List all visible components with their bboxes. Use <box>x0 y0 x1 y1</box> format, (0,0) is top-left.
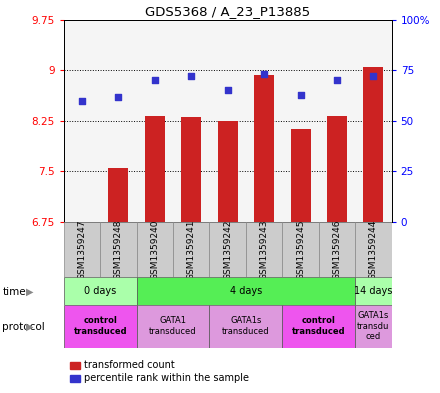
Bar <box>181 118 201 222</box>
Bar <box>363 67 383 222</box>
Text: GATA1s
transdu
ced: GATA1s transdu ced <box>357 311 389 341</box>
Bar <box>254 75 274 222</box>
Bar <box>137 277 355 305</box>
Text: 0 days: 0 days <box>84 286 116 296</box>
Point <box>188 73 195 79</box>
Bar <box>72 222 92 227</box>
Bar <box>64 305 137 348</box>
Bar <box>64 277 137 305</box>
Text: GSM1359248: GSM1359248 <box>114 219 123 280</box>
Bar <box>137 222 173 277</box>
Text: control
transduced: control transduced <box>292 316 345 336</box>
Text: GATA1
transduced: GATA1 transduced <box>149 316 197 336</box>
Text: GSM1359247: GSM1359247 <box>77 219 87 280</box>
Bar <box>173 222 209 277</box>
Point <box>224 87 231 94</box>
Text: GSM1359244: GSM1359244 <box>369 219 378 280</box>
Bar <box>290 129 311 222</box>
Bar <box>145 116 165 222</box>
Text: ▶: ▶ <box>26 286 33 297</box>
Bar <box>355 277 392 305</box>
Bar <box>246 222 282 277</box>
Bar <box>355 222 392 277</box>
Bar <box>100 222 137 277</box>
Text: GSM1359243: GSM1359243 <box>260 219 269 280</box>
Text: GSM1359240: GSM1359240 <box>150 219 159 280</box>
Text: ▶: ▶ <box>26 322 33 332</box>
Text: transformed count: transformed count <box>84 360 175 371</box>
Bar <box>218 121 238 222</box>
Text: 14 days: 14 days <box>354 286 392 296</box>
Bar <box>355 305 392 348</box>
Text: GSM1359246: GSM1359246 <box>333 219 341 280</box>
Text: GATA1s
transduced: GATA1s transduced <box>222 316 270 336</box>
Text: GSM1359241: GSM1359241 <box>187 219 196 280</box>
Text: control
transduced: control transduced <box>73 316 127 336</box>
Point <box>151 77 158 84</box>
Bar <box>319 222 355 277</box>
Point <box>297 92 304 98</box>
Bar <box>64 222 100 277</box>
Bar <box>282 222 319 277</box>
Text: protocol: protocol <box>2 322 45 332</box>
Bar <box>209 222 246 277</box>
Point <box>370 73 377 79</box>
Bar <box>137 305 209 348</box>
Text: time: time <box>2 286 26 297</box>
Point <box>260 71 268 77</box>
Bar <box>108 168 128 222</box>
Text: GSM1359245: GSM1359245 <box>296 219 305 280</box>
Bar <box>282 305 355 348</box>
Point <box>334 77 341 84</box>
Title: GDS5368 / A_23_P13885: GDS5368 / A_23_P13885 <box>145 6 310 18</box>
Text: GSM1359242: GSM1359242 <box>223 219 232 280</box>
Text: percentile rank within the sample: percentile rank within the sample <box>84 373 249 384</box>
Bar <box>327 116 347 222</box>
Point <box>78 97 85 104</box>
Bar <box>209 305 282 348</box>
Text: 4 days: 4 days <box>230 286 262 296</box>
Point <box>115 94 122 100</box>
